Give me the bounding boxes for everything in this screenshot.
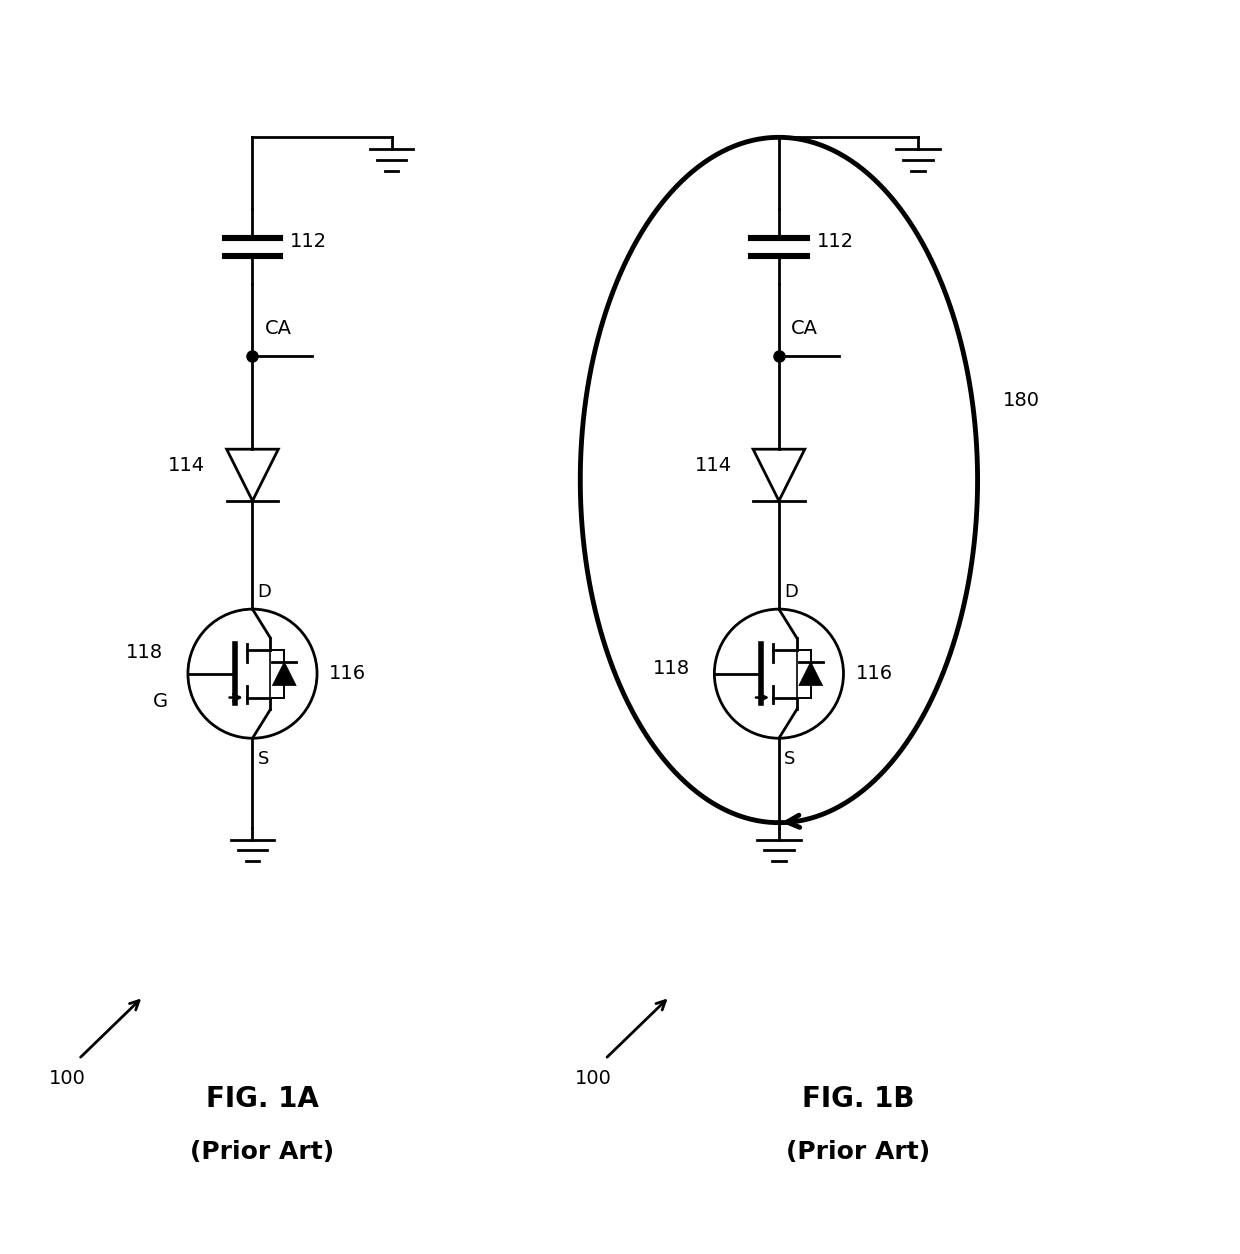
Text: CA: CA <box>264 319 291 339</box>
Text: D: D <box>784 583 797 601</box>
Text: G: G <box>154 691 169 711</box>
Text: FIG. 1B: FIG. 1B <box>802 1085 915 1112</box>
Text: 112: 112 <box>290 232 327 251</box>
Text: (Prior Art): (Prior Art) <box>786 1140 930 1165</box>
Text: 116: 116 <box>329 665 366 683</box>
Text: D: D <box>258 583 272 601</box>
Polygon shape <box>273 662 296 686</box>
Text: 116: 116 <box>856 665 893 683</box>
Text: 112: 112 <box>817 232 854 251</box>
Text: 118: 118 <box>652 660 689 678</box>
Text: 114: 114 <box>169 455 205 474</box>
Text: S: S <box>258 750 269 769</box>
Text: 100: 100 <box>48 1068 86 1088</box>
Text: 118: 118 <box>126 643 164 662</box>
Text: 100: 100 <box>575 1068 613 1088</box>
Polygon shape <box>227 449 278 500</box>
Text: FIG. 1A: FIG. 1A <box>206 1085 319 1112</box>
Text: (Prior Art): (Prior Art) <box>191 1140 335 1165</box>
Text: CA: CA <box>791 319 818 339</box>
Text: 180: 180 <box>1002 391 1039 410</box>
Polygon shape <box>753 449 805 500</box>
Text: 114: 114 <box>694 455 732 474</box>
Polygon shape <box>799 662 822 686</box>
Text: S: S <box>784 750 795 769</box>
